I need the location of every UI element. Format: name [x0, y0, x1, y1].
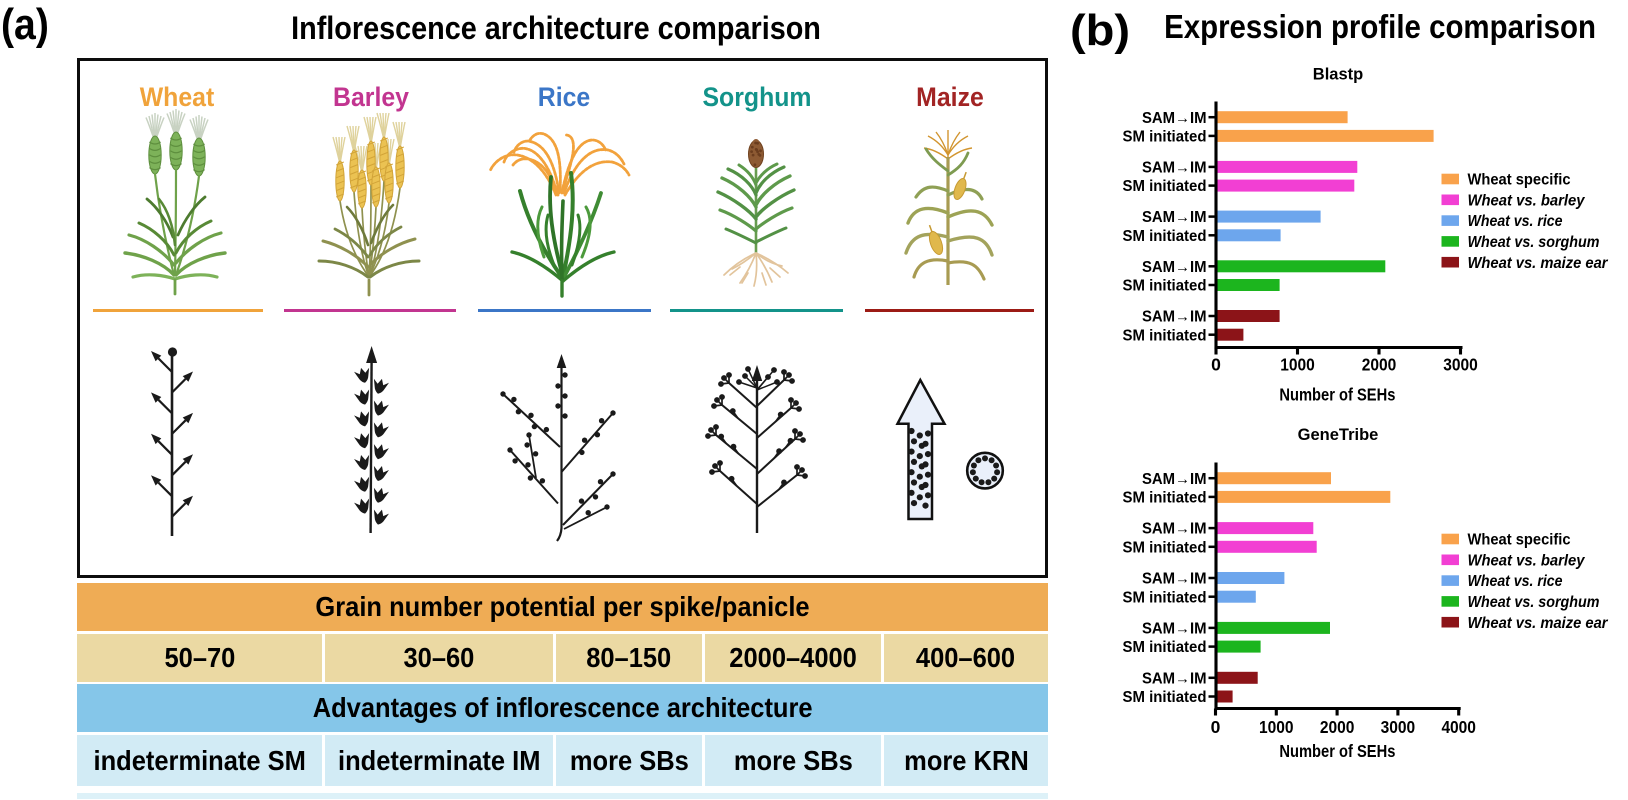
- svg-text:Wheat specific: Wheat specific: [1468, 532, 1571, 549]
- svg-text:GeneTribe: GeneTribe: [1298, 426, 1379, 444]
- svg-text:SAM→IM: SAM→IM: [1142, 110, 1207, 127]
- svg-text:Wheat vs. maize ear: Wheat vs. maize ear: [1468, 615, 1609, 632]
- svg-text:1000: 1000: [1280, 355, 1315, 375]
- svg-text:Wheat vs. barley: Wheat vs. barley: [1468, 552, 1586, 569]
- svg-text:0: 0: [1211, 355, 1221, 375]
- svg-text:Wheat specific: Wheat specific: [1468, 172, 1571, 189]
- svg-text:SAM→IM: SAM→IM: [1142, 621, 1207, 638]
- svg-text:SAM→IM: SAM→IM: [1142, 471, 1207, 488]
- svg-text:Wheat vs. rice: Wheat vs. rice: [1468, 213, 1563, 230]
- svg-text:Wheat vs. barley: Wheat vs. barley: [1468, 192, 1586, 209]
- svg-text:3000: 3000: [1443, 355, 1478, 375]
- svg-text:Wheat vs. rice: Wheat vs. rice: [1468, 573, 1563, 590]
- svg-text:Number of SEHs: Number of SEHs: [1279, 385, 1395, 405]
- svg-text:Wheat vs. sorghum: Wheat vs. sorghum: [1468, 594, 1600, 611]
- svg-text:3000: 3000: [1381, 717, 1416, 737]
- svg-text:Wheat vs. maize ear: Wheat vs. maize ear: [1468, 255, 1609, 272]
- svg-text:SM initiated: SM initiated: [1123, 228, 1207, 245]
- svg-text:SM initiated: SM initiated: [1123, 589, 1207, 606]
- svg-text:2000: 2000: [1362, 355, 1397, 375]
- svg-text:SAM→IM: SAM→IM: [1142, 521, 1207, 538]
- svg-text:SM initiated: SM initiated: [1123, 689, 1207, 706]
- svg-text:SM initiated: SM initiated: [1123, 278, 1207, 295]
- svg-text:SAM→IM: SAM→IM: [1142, 259, 1207, 276]
- svg-text:1000: 1000: [1259, 717, 1294, 737]
- svg-text:SAM→IM: SAM→IM: [1142, 309, 1207, 326]
- svg-text:Number of SEHs: Number of SEHs: [1279, 741, 1395, 761]
- svg-text:Wheat vs. sorghum: Wheat vs. sorghum: [1468, 234, 1600, 251]
- svg-text:SAM→IM: SAM→IM: [1142, 670, 1207, 687]
- svg-text:2000: 2000: [1320, 717, 1355, 737]
- svg-text:SM initiated: SM initiated: [1123, 327, 1207, 344]
- svg-text:4000: 4000: [1441, 717, 1476, 737]
- svg-text:SM initiated: SM initiated: [1123, 639, 1207, 656]
- svg-text:SM initiated: SM initiated: [1123, 539, 1207, 556]
- svg-text:Blastp: Blastp: [1313, 66, 1363, 84]
- svg-text:SM initiated: SM initiated: [1123, 178, 1207, 195]
- svg-text:SM initiated: SM initiated: [1123, 129, 1207, 146]
- svg-text:SAM→IM: SAM→IM: [1142, 209, 1207, 226]
- svg-text:0: 0: [1211, 717, 1221, 737]
- svg-text:SM initiated: SM initiated: [1123, 490, 1207, 507]
- svg-text:SAM→IM: SAM→IM: [1142, 160, 1207, 177]
- svg-text:SAM→IM: SAM→IM: [1142, 571, 1207, 588]
